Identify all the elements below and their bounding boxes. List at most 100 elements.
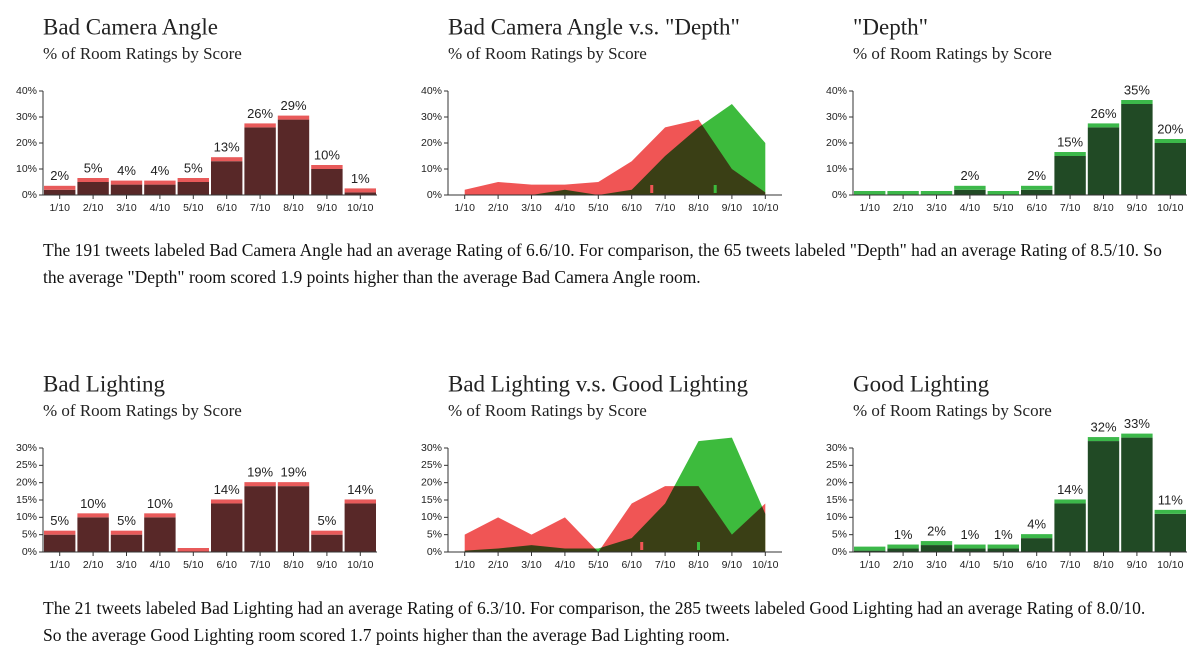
value-label: 2% [1027,168,1046,183]
y-tick-label: 25% [421,459,442,471]
value-label: 1% [894,527,913,542]
x-tick-label: 9/10 [722,559,743,571]
bar [1021,538,1053,552]
x-tick-label: 2/10 [893,202,914,214]
value-label: 10% [147,496,173,511]
x-tick-label: 2/10 [83,559,104,571]
y-tick-label: 40% [421,85,442,97]
bar [1154,143,1186,195]
x-tick-label: 3/10 [116,202,137,214]
bar-cap [77,513,109,518]
mean-marker [640,542,644,550]
y-tick-label: 5% [427,528,442,540]
bar-cap [244,482,276,487]
y-tick-label: 30% [16,111,37,123]
bar [1087,127,1120,195]
chart-subtitle: % of Room Ratings by Score [43,401,242,420]
x-tick-label: 3/10 [926,202,947,214]
bar-cap [311,165,343,169]
bar [211,161,243,195]
y-tick-label: 25% [16,459,37,471]
y-tick-label: 30% [421,111,442,123]
value-label: 19% [280,465,306,480]
y-tick-label: 20% [826,137,847,149]
bar-cap [1087,437,1120,442]
chart-subtitle: % of Room Ratings by Score [853,44,1052,63]
x-tick-label: 8/10 [688,559,709,571]
bar [920,545,953,552]
chart-title: "Depth" [853,14,928,39]
x-tick-label: 4/10 [960,559,981,571]
y-tick-label: 20% [421,137,442,149]
bar [344,192,376,195]
value-label: 2% [50,168,69,183]
area [464,119,766,195]
value-label: 14% [214,482,240,497]
bar-cap [144,180,176,185]
x-tick-label: 1/10 [454,559,475,571]
x-tick-label: 8/10 [283,559,304,571]
bar [44,189,76,195]
x-tick-label: 6/10 [621,202,642,214]
x-tick-label: 6/10 [1026,559,1047,571]
x-tick-label: 8/10 [688,202,709,214]
chart-title: Bad Camera Angle [43,14,218,39]
bar-cap [177,548,209,552]
bar-cap [244,123,276,128]
y-tick-label: 10% [826,163,847,175]
value-label: 1% [961,527,980,542]
bar [311,169,343,195]
bar [954,189,986,195]
value-label: 11% [1158,492,1183,507]
y-tick-label: 10% [826,511,847,523]
value-label: 14% [1057,482,1083,497]
y-tick-label: 10% [16,163,37,175]
bar-cap [277,482,310,487]
y-tick-label: 15% [826,494,847,506]
x-tick-label: 2/10 [488,559,509,571]
chart-subtitle: % of Room Ratings by Score [448,44,647,63]
bar-cap [1054,152,1086,156]
mean-marker [713,185,717,193]
value-label: 35% [1124,82,1150,97]
bar-cap [920,541,953,546]
y-tick-label: 0% [832,189,847,201]
x-tick-label: 5/10 [588,559,609,571]
value-label: 5% [50,513,69,528]
value-label: 29% [280,98,306,113]
value-label: 5% [318,513,337,528]
bar-cap [110,530,143,535]
area [464,486,766,552]
summary-note: The 191 tweets labeled Bad Camera Angle … [43,240,1162,287]
bar-cap [854,546,886,551]
y-tick-label: 30% [826,442,847,454]
x-tick-label: 9/10 [1127,202,1148,214]
x-tick-label: 6/10 [1026,202,1047,214]
bar-cap [77,178,109,182]
y-tick-label: 5% [832,528,847,540]
value-label: 14% [347,482,373,497]
value-label: 26% [247,106,273,121]
x-tick-label: 10/10 [1157,559,1183,571]
x-tick-label: 9/10 [1127,559,1148,571]
bar-cap [1087,123,1120,128]
x-tick-label: 10/10 [347,202,373,214]
value-label: 10% [80,496,106,511]
x-tick-label: 9/10 [317,559,338,571]
chart-subtitle: % of Room Ratings by Score [448,401,647,420]
x-tick-label: 8/10 [1093,559,1114,571]
value-label: 1% [351,171,370,186]
bar-cap [1121,100,1153,104]
bar-cap [1121,433,1153,438]
x-tick-label: 5/10 [183,559,204,571]
value-label: 4% [117,163,136,178]
x-tick-label: 8/10 [283,202,304,214]
x-tick-label: 7/10 [655,559,676,571]
x-tick-label: 7/10 [1060,202,1081,214]
bar [1154,513,1186,552]
y-tick-label: 40% [16,85,37,97]
bar-cap [887,544,919,549]
bar [44,534,76,552]
